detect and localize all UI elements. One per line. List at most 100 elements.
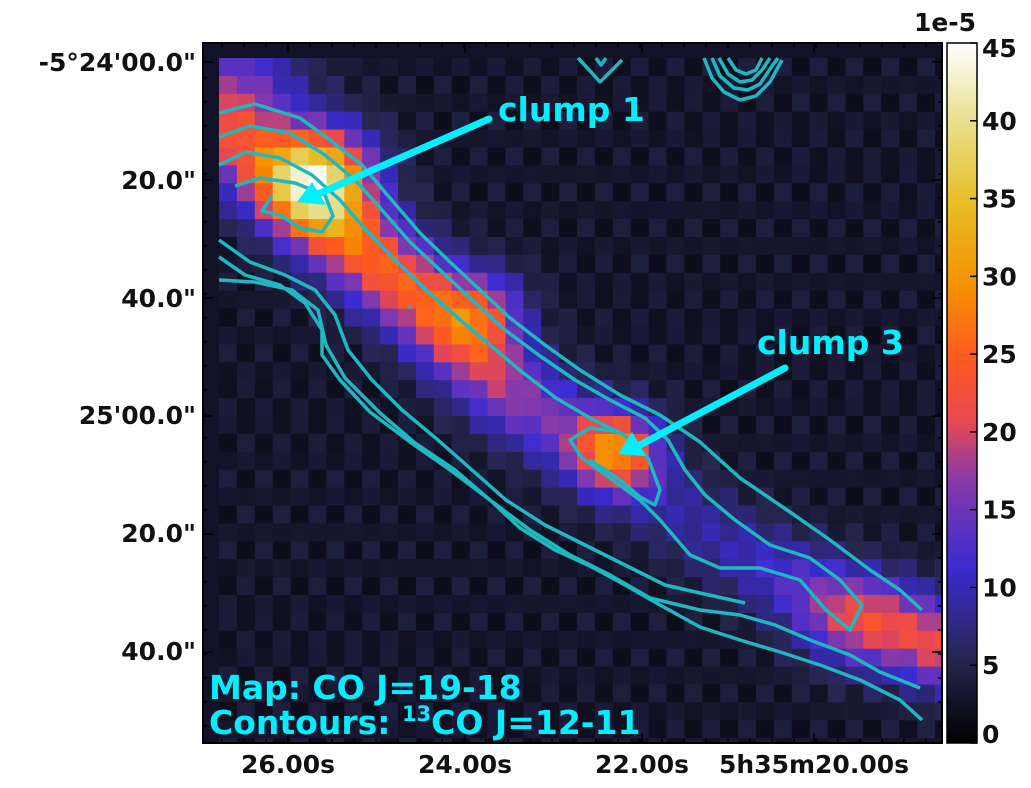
heatmap-cell xyxy=(344,720,363,739)
colorbar-tick-label: 0 xyxy=(982,720,999,749)
heatmap-cell xyxy=(344,58,363,77)
heatmap-cell xyxy=(756,165,775,184)
heatmap-cell xyxy=(254,183,274,202)
heatmap-cell xyxy=(612,75,632,95)
heatmap-cell xyxy=(702,738,721,743)
heatmap-cell xyxy=(827,469,847,489)
heatmap-cell xyxy=(594,612,614,632)
heatmap-cell xyxy=(756,272,775,292)
heatmap-cell xyxy=(577,612,596,632)
heatmap-cell xyxy=(219,505,238,524)
heatmap-cell xyxy=(487,201,506,220)
heatmap-cell xyxy=(398,75,417,95)
heatmap-cell xyxy=(523,290,542,310)
colorbar-tick-label: 20 xyxy=(982,418,1017,447)
heatmap-cell xyxy=(415,93,435,113)
heatmap-cell xyxy=(272,254,292,274)
heatmap-cell xyxy=(702,219,721,238)
heatmap-cell xyxy=(487,577,506,596)
heatmap-cell xyxy=(290,666,310,686)
heatmap-cell xyxy=(451,147,471,166)
heatmap-cell xyxy=(666,523,685,542)
heatmap-cell xyxy=(594,666,614,686)
heatmap-cell xyxy=(630,165,650,184)
heatmap-cell xyxy=(326,720,345,739)
heatmap-cell xyxy=(809,469,829,489)
heatmap-cell xyxy=(254,720,274,739)
heatmap-cell xyxy=(577,254,596,274)
heatmap-cell xyxy=(935,416,942,435)
heatmap-cell xyxy=(702,595,721,614)
heatmap-cell xyxy=(827,684,847,703)
y-tick-label: 25'00.0" xyxy=(79,401,196,430)
heatmap-cell xyxy=(254,362,274,381)
heatmap-cell xyxy=(380,541,399,560)
heatmap-cell xyxy=(559,469,578,489)
heatmap-cell xyxy=(415,684,435,703)
heatmap-cell xyxy=(505,237,524,256)
heatmap-cell xyxy=(380,272,399,292)
heatmap-cell xyxy=(809,380,829,399)
heatmap-cell xyxy=(612,165,632,184)
heatmap-cell xyxy=(738,469,757,489)
heatmap-cell xyxy=(290,738,310,743)
heatmap-cell xyxy=(505,290,524,310)
heatmap-cell xyxy=(451,416,471,435)
heatmap-cell xyxy=(505,612,524,632)
heatmap-cell xyxy=(648,612,668,632)
heatmap-cell xyxy=(469,398,489,417)
heatmap-cell xyxy=(935,344,942,363)
heatmap-cell xyxy=(415,469,435,489)
heatmap-cell xyxy=(272,58,292,77)
heatmap-cell xyxy=(254,684,274,703)
heatmap-cell xyxy=(505,684,524,703)
heatmap-cell xyxy=(827,541,847,560)
heatmap-cell xyxy=(863,254,882,274)
heatmap-cell xyxy=(917,505,936,524)
heatmap-cell xyxy=(219,398,238,417)
heatmap-cell xyxy=(577,308,596,328)
heatmap-cell xyxy=(612,451,632,471)
heatmap-cell xyxy=(809,505,829,524)
heatmap-cell xyxy=(899,505,918,524)
heatmap-cell xyxy=(219,380,238,399)
heatmap-cell xyxy=(433,362,453,381)
heatmap-cell xyxy=(773,254,793,274)
heatmap-cell xyxy=(219,362,238,381)
colorbar-scale-label: 1e-5 xyxy=(914,8,976,37)
heatmap-cell xyxy=(236,326,256,345)
heatmap-cell xyxy=(523,416,542,435)
heatmap-cell xyxy=(863,183,882,202)
heatmap-cell xyxy=(326,58,345,77)
heatmap-cell xyxy=(720,416,739,435)
heatmap-cell xyxy=(881,254,900,274)
heatmap-cell xyxy=(308,201,327,220)
heatmap-cell xyxy=(344,129,363,149)
heatmap-cell xyxy=(344,380,363,399)
heatmap-cell xyxy=(326,648,345,668)
heatmap-cell xyxy=(326,666,345,686)
heatmap-cell xyxy=(505,595,524,614)
heatmap-cell xyxy=(702,308,721,328)
heatmap-cell xyxy=(648,201,668,220)
heatmap-cell xyxy=(666,201,685,220)
heatmap-cell xyxy=(791,201,811,220)
heatmap-cell xyxy=(756,237,775,256)
heatmap-cell xyxy=(326,451,345,471)
heatmap-cell xyxy=(577,523,596,542)
heatmap-cell xyxy=(773,702,793,721)
heatmap-cell xyxy=(362,272,381,292)
heatmap-cell xyxy=(541,487,560,507)
heatmap-cell xyxy=(899,398,918,417)
heatmap-cell xyxy=(917,523,936,542)
heatmap-cell xyxy=(702,326,721,345)
clump-3-label: clump 3 xyxy=(757,323,904,362)
heatmap-cell xyxy=(469,702,489,721)
heatmap-cell xyxy=(272,469,292,489)
contours-label-sup: 13 xyxy=(402,702,431,726)
heatmap-cell xyxy=(845,308,864,328)
heatmap-cell xyxy=(935,58,942,77)
heatmap-cell xyxy=(469,648,489,668)
heatmap-cell xyxy=(344,308,363,328)
